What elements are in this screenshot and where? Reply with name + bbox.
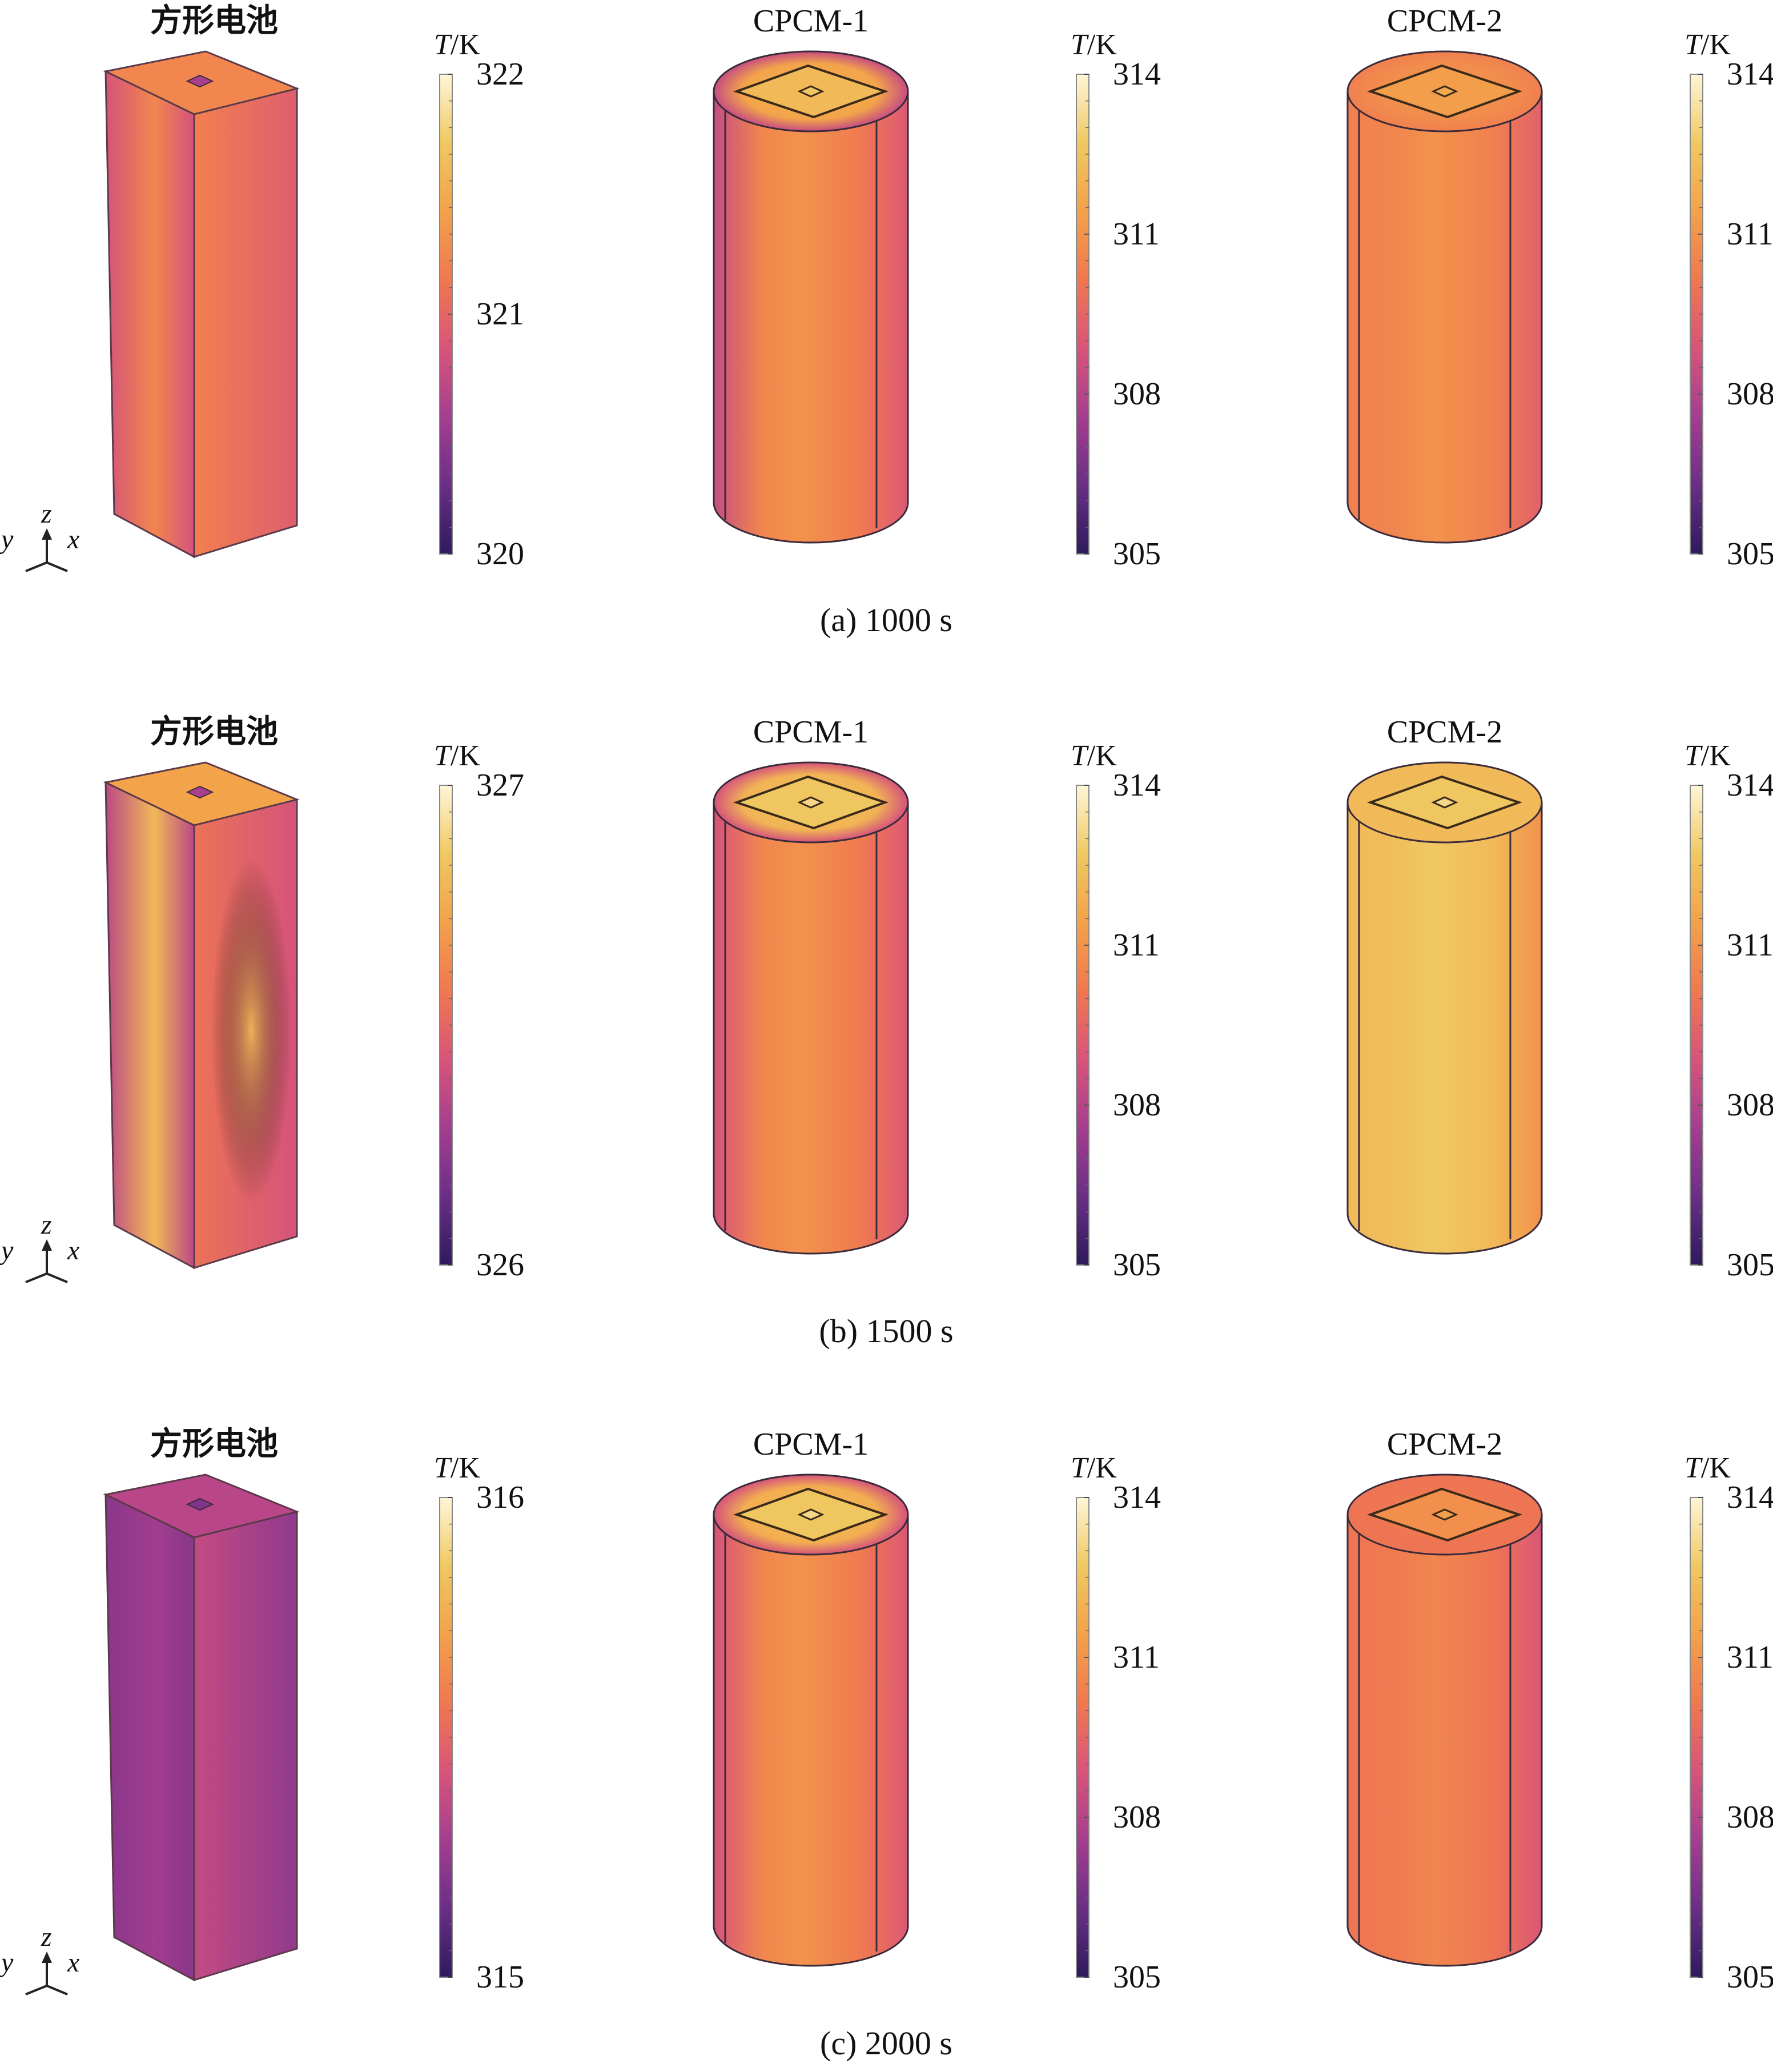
colorbar-tick-label: 308 [1113,376,1161,412]
colorbar-tick-label: 321 [476,296,524,332]
axis-triad: zy x [0,1210,79,1283]
axis-label-y: y [0,1947,14,1978]
colorbar-tick-label: 311 [1727,1640,1773,1675]
row-caption: (b) 1500 s [819,1312,953,1350]
colorbar-tick-label: 311 [1113,216,1160,252]
axis-triad: zy x [0,499,79,572]
colorbar-tick-label: 314 [1113,768,1161,803]
colorbar-tick-label: 305 [1727,1247,1773,1283]
colorbar-unit-label: T/K [434,740,480,772]
colorbar-tick-label: 315 [476,1959,524,1995]
colorbar-unit-label: T/K [1071,1452,1117,1484]
colorbar-tick-label: 308 [1727,1800,1773,1835]
colorbar-tick-label: 327 [476,768,524,803]
colorbar-tick-label: 314 [1113,57,1161,92]
colorbar-unit-label: T/K [1071,740,1117,772]
cell-terminal [797,796,825,809]
battery-front-face [104,1493,195,1982]
axis-label-z: z [41,1210,52,1240]
panel-title: CPCM-1 [753,1427,869,1462]
colorbar-tick-label: 316 [476,1480,524,1515]
axis-label-y: y [0,1235,14,1266]
battery-terminal [186,785,214,799]
panel-title: CPCM-1 [753,714,869,750]
panel-title: CPCM-1 [753,3,869,39]
axis-label-z: z [41,499,52,529]
axis-triad: zy x [0,1922,79,1995]
colorbar-tick-label: 322 [476,57,524,92]
panel-title: CPCM-2 [1387,1427,1502,1462]
colorbar-tick-label: 326 [476,1247,524,1283]
cell-terminal [1431,85,1458,98]
axis-label-z: z [41,1922,52,1952]
colorbar-tick-label: 305 [1113,1247,1161,1283]
panel-title: 方形电池 [150,713,278,750]
colorbar-unit-label: T/K [434,29,480,61]
axis-label-x: x [67,1947,79,1978]
cylinder-body [1346,1513,1543,1967]
colorbar-tick-label: 305 [1113,536,1161,572]
colorbar-unit-label: T/K [1684,740,1731,772]
colorbar-tick-label: 311 [1113,1640,1160,1675]
colorbar-tick-label: 311 [1727,216,1773,252]
colorbar-tick-label: 311 [1727,927,1773,963]
colorbar-tick-label: 314 [1727,768,1773,803]
colorbar-tick-label: 305 [1727,1959,1773,1995]
battery-hotspot [211,860,291,1202]
colorbar-tick-label: 314 [1727,57,1773,92]
colorbar-tick-label: 305 [1113,1959,1161,1995]
axis-label-x: x [67,524,79,555]
cylinder-body [1346,90,1543,544]
colorbar-tick-label: 305 [1727,536,1773,572]
cylinder-body [713,801,909,1255]
cell-terminal [1431,796,1458,809]
colorbar-unit-label: T/K [1684,1452,1731,1484]
colorbar-unit-label: T/K [1684,29,1731,61]
battery-side-face [193,1511,298,1982]
colorbar-tick-label: 311 [1113,927,1160,963]
cell-terminal [797,1508,825,1521]
cylinder-body [713,90,909,544]
cylinder-body [713,1513,909,1967]
battery-terminal [186,74,214,88]
axis-label-x: x [67,1235,79,1266]
battery-front-face [104,70,195,559]
row-caption: (c) 2000 s [820,2025,952,2062]
colorbar-tick-label: 314 [1727,1480,1773,1515]
colorbar-tick-label: 320 [476,536,524,572]
panel-title: CPCM-2 [1387,3,1502,39]
cell-terminal [797,85,825,98]
panel-title: 方形电池 [150,1425,278,1463]
cylinder-body [1346,801,1543,1255]
colorbar-tick-label: 308 [1727,376,1773,412]
axis-label-y: y [0,524,14,555]
battery-front-face [104,781,195,1270]
colorbar-tick-label: 314 [1113,1480,1161,1515]
colorbar-unit-label: T/K [434,1452,480,1484]
row-caption: (a) 1000 s [820,601,952,639]
battery-terminal [186,1497,214,1511]
battery-side-face [193,87,298,559]
colorbar-tick-label: 308 [1727,1087,1773,1123]
panel-title: CPCM-2 [1387,714,1502,750]
colorbar-tick-label: 308 [1113,1087,1161,1123]
panel-title: 方形电池 [150,2,278,39]
colorbar-tick-label: 308 [1113,1800,1161,1835]
cell-terminal [1431,1508,1458,1521]
colorbar-unit-label: T/K [1071,29,1117,61]
